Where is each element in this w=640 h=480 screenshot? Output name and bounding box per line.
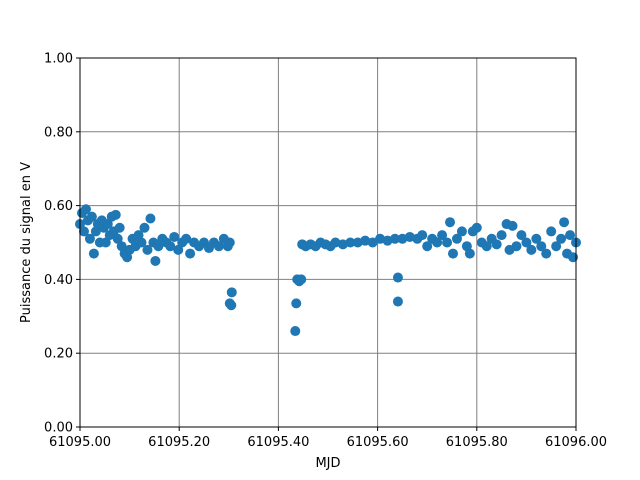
y-tick-label: 1.00 <box>44 52 73 67</box>
point <box>417 230 428 241</box>
point <box>422 241 433 252</box>
y-tick-label: 0.40 <box>44 273 73 288</box>
point <box>389 233 400 244</box>
point <box>541 248 552 259</box>
x-tick-label: 61095.80 <box>446 435 508 450</box>
point <box>496 230 507 241</box>
point <box>88 248 99 259</box>
x-tick-label: 61095.60 <box>347 435 409 450</box>
point <box>213 241 224 252</box>
point <box>296 274 307 285</box>
y-axis-label: Puissance du signal en V <box>19 162 34 323</box>
x-tick-label: 61096.00 <box>545 435 607 450</box>
point <box>531 233 542 244</box>
point <box>169 231 180 242</box>
point <box>139 222 150 233</box>
point <box>78 226 89 237</box>
point <box>136 237 147 248</box>
point <box>507 220 518 231</box>
point <box>392 296 403 307</box>
point <box>153 241 164 252</box>
point <box>481 241 492 252</box>
point <box>556 233 567 244</box>
point <box>165 241 176 252</box>
point <box>471 222 482 233</box>
x-axis-label: MJD <box>315 456 340 471</box>
point <box>290 326 301 337</box>
point <box>142 244 153 255</box>
point <box>445 217 456 228</box>
point <box>173 244 184 255</box>
point <box>568 252 579 263</box>
point <box>224 237 235 248</box>
x-tick-label: 61095.00 <box>49 435 111 450</box>
point <box>114 222 125 233</box>
point <box>521 237 532 248</box>
point <box>464 248 475 259</box>
point <box>432 237 443 248</box>
point <box>536 241 547 252</box>
x-tick-label: 61095.40 <box>247 435 309 450</box>
point <box>226 287 237 298</box>
point <box>102 219 113 230</box>
point <box>80 204 91 215</box>
point <box>226 300 237 311</box>
point <box>551 241 562 252</box>
point <box>100 237 111 248</box>
point <box>392 272 403 283</box>
point <box>451 233 462 244</box>
point <box>442 237 453 248</box>
y-tick-label: 0.00 <box>44 421 73 436</box>
point <box>110 209 121 220</box>
point <box>291 298 302 309</box>
point <box>456 226 467 237</box>
point <box>511 241 522 252</box>
point <box>145 213 156 224</box>
point <box>516 230 527 241</box>
point <box>565 230 576 241</box>
point <box>491 239 502 250</box>
point <box>112 233 123 244</box>
point <box>546 226 557 237</box>
point <box>185 248 196 259</box>
y-tick-label: 0.60 <box>44 199 73 214</box>
point <box>367 237 378 248</box>
point <box>86 211 97 222</box>
point <box>84 233 95 244</box>
point <box>559 217 570 228</box>
point <box>150 255 161 266</box>
point <box>437 230 448 241</box>
point <box>447 248 458 259</box>
plot-frame <box>79 57 577 428</box>
x-tick-label: 61095.20 <box>148 435 210 450</box>
point <box>181 233 192 244</box>
point <box>526 244 537 255</box>
y-tick-label: 0.20 <box>44 347 73 362</box>
point <box>345 237 356 248</box>
y-tick-label: 0.80 <box>44 125 73 140</box>
